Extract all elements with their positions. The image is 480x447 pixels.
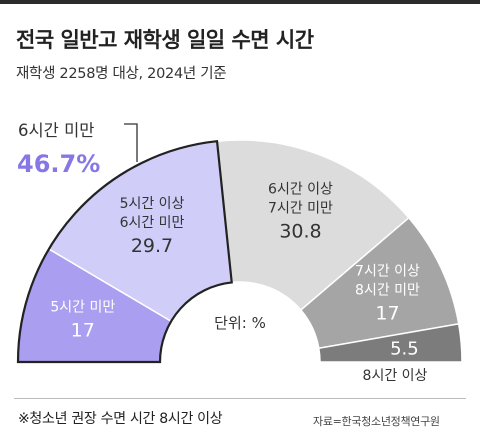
chart-title: 전국 일반고 재학생 일일 수면 시간 (16, 28, 314, 52)
chart-subtitle: 재학생 2258명 대상, 2024년 기준 (16, 66, 227, 82)
slice-4-label-line-1: 7시간 이상 (355, 264, 420, 280)
slice-5 (317, 322, 463, 363)
slice-3-label-line-2: 7시간 미만 (268, 201, 333, 217)
footnote: ※청소년 권장 수면 시간 8시간 이상 (18, 411, 223, 427)
highlight-outline (16, 139, 233, 364)
top-rule (0, 0, 480, 4)
slice-3 (216, 139, 410, 312)
slice-2-value: 29.7 (131, 235, 173, 257)
slice-4-label-line-2: 8시간 미만 (355, 283, 420, 299)
highlight-value: 46.7% (17, 150, 100, 178)
slice-4-value: 17 (375, 303, 399, 325)
unit-label: 단위: % (214, 314, 266, 332)
slice-5-label: 8시간 이상 (363, 368, 428, 384)
half-donut-chart: 5시간 미만 17 5시간 이상 6시간 미만 29.7 6시간 이상 7시간 미만 30.8… (16, 121, 463, 384)
source-credit: 자료=한국청소년정책연구원 (313, 415, 440, 428)
slice-3-value: 30.8 (279, 221, 321, 243)
slice-2-label-line-1: 5시간 이상 (120, 196, 185, 212)
slice-3-label-line-1: 6시간 이상 (268, 182, 333, 198)
footer-rule (14, 398, 466, 399)
slice-1-label-line-1: 5시간 미만 (50, 299, 115, 315)
slice-2-label-line-2: 6시간 미만 (120, 215, 185, 231)
slice-5-value: 5.5 (390, 339, 419, 360)
highlight-leader-line (124, 123, 138, 162)
highlight-label: 6시간 미만 (18, 121, 94, 140)
slice-1-value: 17 (71, 319, 95, 341)
